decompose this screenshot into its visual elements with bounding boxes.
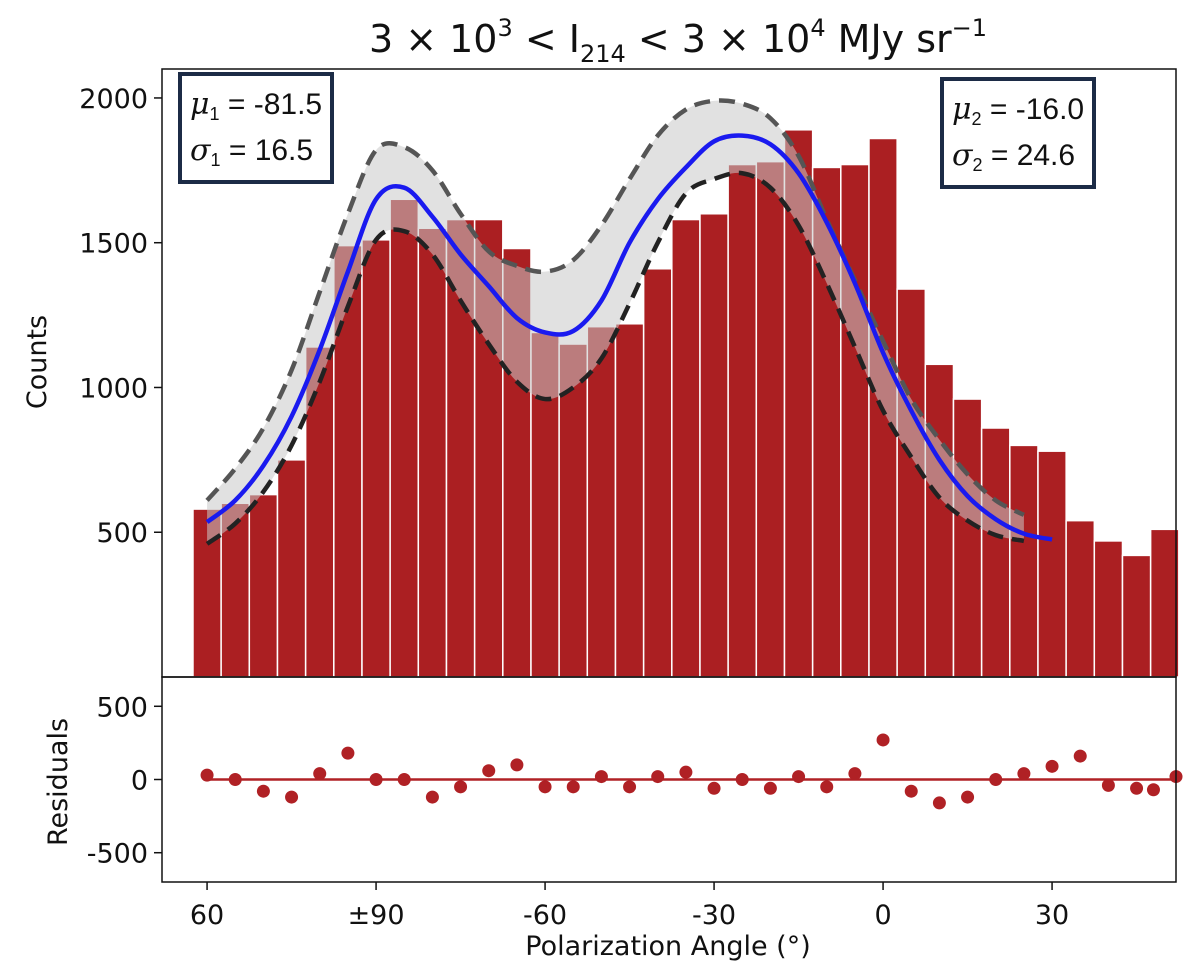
mu2-line: μ2 = -16.0 bbox=[952, 92, 1085, 129]
residual-point bbox=[454, 780, 468, 794]
residual-point bbox=[313, 767, 327, 781]
residual-point bbox=[1045, 759, 1059, 773]
residual-point bbox=[285, 790, 299, 804]
residual-point bbox=[482, 764, 496, 778]
residuals-axis-label: Residuals bbox=[43, 718, 74, 846]
residual-point bbox=[623, 780, 637, 794]
residual-point bbox=[651, 770, 665, 784]
x-tick-label: ±90 bbox=[348, 900, 405, 931]
residual-point bbox=[679, 765, 693, 779]
histogram-bar bbox=[586, 325, 617, 678]
residual-point bbox=[228, 773, 242, 786]
histogram-bar bbox=[1065, 519, 1096, 678]
lower-band-line bbox=[205, 170, 1025, 546]
y-tick-label: 1000 bbox=[79, 373, 148, 404]
x-axis-label: Polarization Angle (°) bbox=[525, 931, 811, 962]
y-tick-label: 500 bbox=[96, 518, 148, 549]
y-axis-label: Counts bbox=[22, 315, 53, 409]
x-tick-label: -60 bbox=[523, 900, 567, 931]
residual-point bbox=[792, 770, 806, 784]
histogram-bar bbox=[671, 218, 701, 678]
histogram-bar bbox=[389, 198, 420, 678]
histogram-bar bbox=[361, 239, 391, 678]
histogram-bar bbox=[1121, 554, 1152, 678]
histogram-bar bbox=[417, 227, 448, 678]
residual-point bbox=[1146, 783, 1160, 797]
fit-params-box-left: μ1 = -81.5 σ1 = 16.5 bbox=[178, 72, 335, 184]
histogram-bar bbox=[1009, 444, 1039, 678]
histogram-bar bbox=[1149, 528, 1180, 678]
histogram-bar bbox=[980, 427, 1011, 678]
histogram-bar bbox=[840, 163, 870, 678]
residual-point bbox=[904, 784, 918, 798]
sigma2-line: σ2 = 24.6 bbox=[952, 138, 1076, 175]
residual-point bbox=[820, 780, 834, 794]
residual-point bbox=[1017, 767, 1031, 781]
histogram-bar bbox=[1037, 450, 1067, 678]
residual-point bbox=[876, 733, 890, 747]
y-tick-label: 1500 bbox=[79, 229, 148, 260]
residual-point bbox=[1101, 778, 1115, 792]
mu1-line: μ1 = -81.5 bbox=[190, 87, 323, 124]
residual-point bbox=[989, 773, 1003, 786]
residual-point bbox=[397, 773, 411, 786]
histogram-bar bbox=[952, 398, 983, 678]
histogram-bar bbox=[276, 459, 307, 678]
x-tick-label: 30 bbox=[1035, 900, 1069, 931]
residual-point bbox=[1130, 781, 1144, 795]
residual-point bbox=[538, 780, 552, 794]
residual-point bbox=[735, 773, 749, 786]
fit-line bbox=[205, 133, 1053, 542]
x-tick-label: -30 bbox=[692, 900, 736, 931]
upper-band-line bbox=[205, 98, 1025, 517]
histogram-bar bbox=[727, 163, 758, 678]
residual-y-tick-label: 0 bbox=[131, 766, 148, 797]
x-tick-label: 0 bbox=[874, 900, 891, 931]
histogram-bar bbox=[248, 493, 279, 678]
x-tick-label: 60 bbox=[190, 900, 224, 931]
residual-point bbox=[961, 790, 975, 804]
chart-title: 3 × 103 < I214 < 3 × 104 MJy sr−1 bbox=[369, 14, 987, 68]
residual-point bbox=[510, 758, 524, 772]
residual-point bbox=[566, 780, 580, 794]
histogram-bar bbox=[614, 323, 645, 678]
fit-params-box-right: μ2 = -16.0 σ2 = 24.6 bbox=[940, 77, 1097, 189]
histogram-bar bbox=[755, 160, 786, 678]
residual-point bbox=[594, 770, 608, 784]
residual-point bbox=[707, 781, 721, 795]
histogram-bar bbox=[924, 363, 955, 678]
histogram-bar bbox=[896, 288, 927, 678]
histogram-bar bbox=[699, 213, 729, 678]
residual-point bbox=[848, 767, 862, 781]
residual-point bbox=[256, 784, 270, 798]
axes: 500 1000 1500 2000 500 0 -500 60 ±90 -60 -30 0 30 bbox=[79, 68, 1177, 931]
sigma1-line: σ1 = 16.5 bbox=[190, 133, 314, 170]
histogram-bar bbox=[642, 268, 673, 678]
histogram-bar bbox=[558, 343, 589, 678]
y-tick-label: 2000 bbox=[79, 84, 148, 115]
residual-point bbox=[341, 746, 355, 760]
residual-point bbox=[425, 790, 439, 804]
residual-point bbox=[763, 781, 777, 795]
histogram-bar bbox=[1093, 540, 1124, 678]
residual-point bbox=[369, 773, 383, 786]
residuals-panel bbox=[200, 733, 1183, 810]
residual-point bbox=[932, 796, 946, 810]
residual-y-tick-label: -500 bbox=[87, 839, 148, 870]
residual-point bbox=[200, 768, 214, 782]
residual-point bbox=[1073, 749, 1087, 763]
histogram-panel bbox=[192, 98, 1180, 678]
residual-y-tick-label: 500 bbox=[96, 692, 148, 723]
